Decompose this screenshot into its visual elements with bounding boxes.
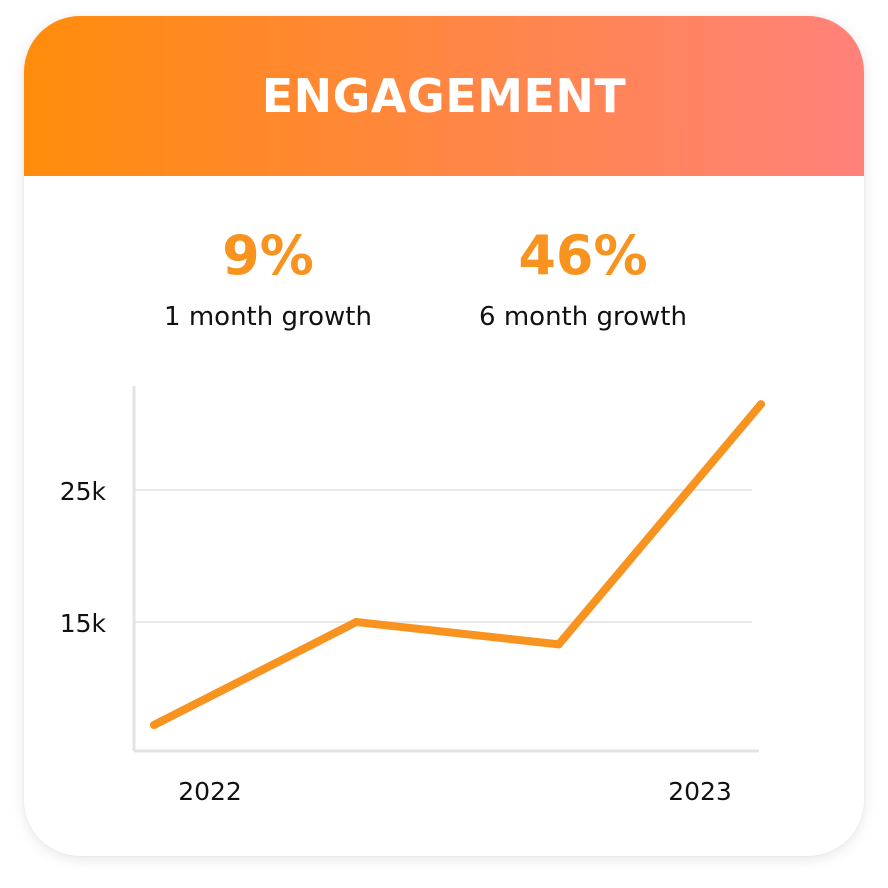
y-tick-label: 15k [60, 609, 107, 638]
y-tick-labels: 15k 25k [60, 477, 107, 638]
data-point [352, 618, 361, 626]
engagement-line-chart: 15k 25k 2022 2023 [60, 386, 765, 806]
x-tick-label: 2023 [668, 777, 732, 806]
stat-one-month: 9% 1 month growth [143, 221, 393, 335]
grid-lines [134, 489, 752, 623]
series-line [150, 400, 765, 729]
stat-value-one-month: 9% [222, 224, 314, 287]
engagement-card: ENGAGEMENT 9% 1 month growth 46% 6 month… [24, 16, 864, 856]
y-tick-label: 25k [60, 477, 107, 506]
card-title: ENGAGEMENT [261, 69, 627, 123]
stat-value-six-month: 46% [518, 224, 648, 287]
data-point [757, 400, 765, 409]
stat-label-six-month: 6 month growth [479, 302, 687, 332]
x-tick-label: 2022 [178, 777, 242, 806]
card-header: ENGAGEMENT [24, 16, 864, 176]
axes [132, 386, 759, 753]
data-point [554, 640, 563, 649]
data-point [150, 720, 158, 729]
series-engagement [150, 400, 765, 729]
stat-label-one-month: 1 month growth [164, 302, 372, 332]
x-tick-labels: 2022 2023 [178, 777, 732, 806]
stat-six-month: 46% 6 month growth [458, 221, 708, 335]
